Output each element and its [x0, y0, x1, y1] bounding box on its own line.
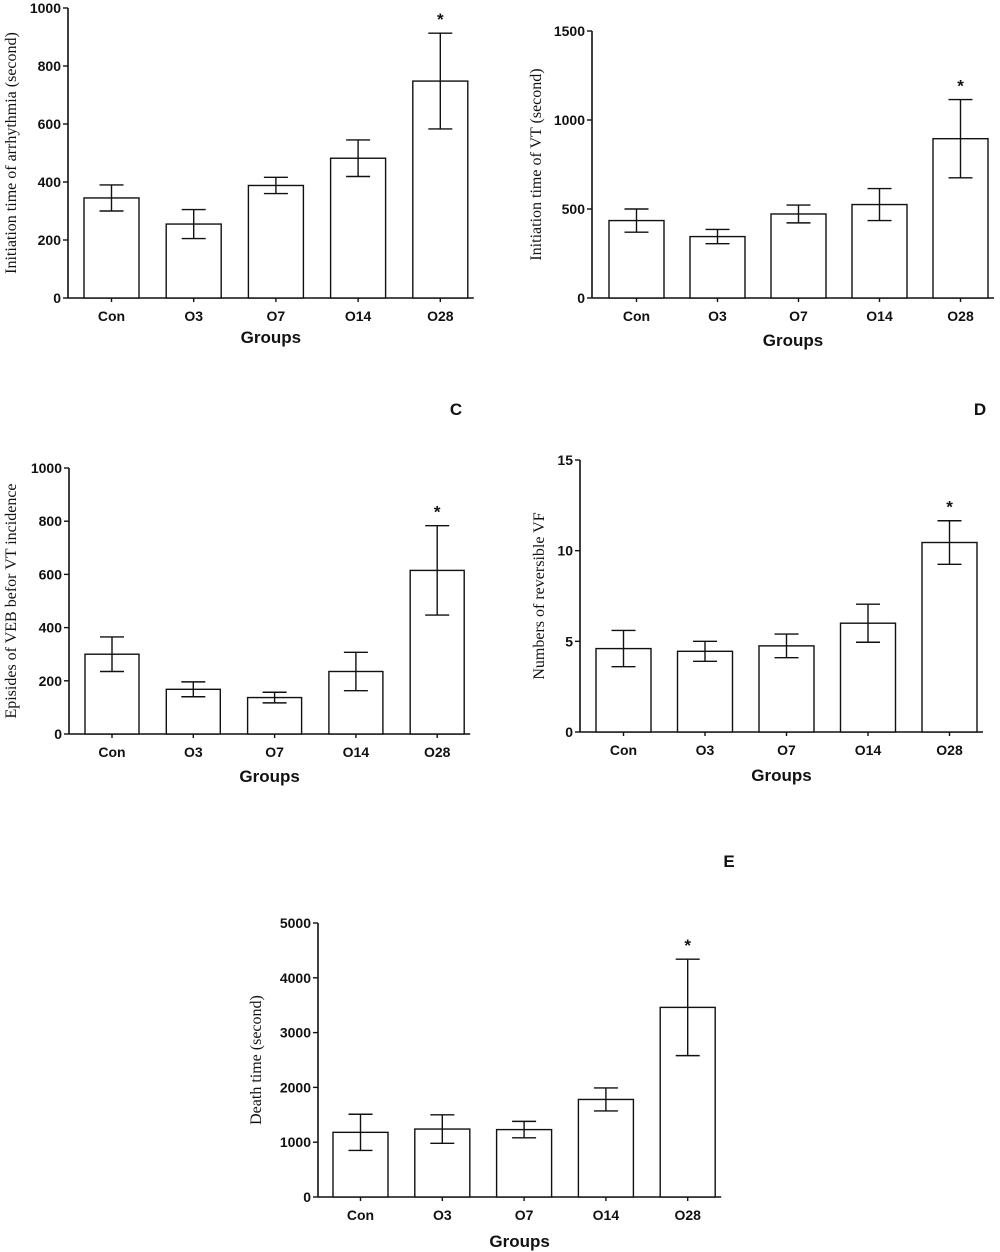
x-tick-label: O3 [696, 742, 715, 758]
x-tick-label: O14 [345, 308, 372, 324]
y-tick-label: 0 [577, 290, 585, 306]
x-tick-label: O14 [343, 744, 370, 760]
y-tick-label: 1500 [554, 23, 585, 39]
panel-letter: E [723, 852, 734, 871]
significance-mark: * [957, 77, 964, 96]
x-tick-label: O3 [184, 744, 203, 760]
x-axis-label: Groups [763, 331, 823, 350]
y-tick-label: 0 [54, 726, 62, 742]
chart-panel: 0 200 400 600 800 1000 Con O3 O7 O14 O28 * Groups Ini… [3, 0, 474, 347]
y-axis-label: Numbers of reversible VF [531, 512, 548, 679]
y-tick-label: 5 [565, 633, 573, 649]
x-tick-label: O28 [936, 742, 963, 758]
x-tick-label: O7 [777, 742, 796, 758]
bar [83, 197, 140, 299]
x-axis-label: Groups [241, 328, 301, 347]
bar [247, 184, 305, 299]
x-tick-label: O28 [427, 308, 454, 324]
y-tick-label: 1000 [30, 0, 61, 16]
x-tick-label: Con [347, 1207, 374, 1223]
significance-mark: * [434, 503, 441, 522]
bar [770, 213, 827, 299]
x-tick-label: O28 [674, 1207, 701, 1223]
significance-mark: * [437, 10, 444, 29]
x-tick-label: O7 [789, 308, 808, 324]
y-tick-label: 2000 [280, 1079, 311, 1095]
panel-letter: D [974, 400, 986, 419]
y-tick-label: 600 [38, 116, 62, 132]
x-tick-label: O28 [947, 308, 974, 324]
chart-panel: 0 5 10 15 Con O3 O7 O14 O28 * Groups Numbers of rev… [531, 400, 986, 785]
y-axis-label: Episides of VEB befor VT incidence [3, 483, 20, 718]
y-tick-label: 1000 [554, 112, 585, 128]
panel-letter: C [450, 400, 462, 419]
y-tick-label: 5000 [280, 915, 311, 931]
x-tick-label: O14 [866, 308, 893, 324]
y-tick-label: 0 [303, 1189, 311, 1205]
x-tick-label: O28 [424, 744, 451, 760]
x-axis-label: Groups [751, 766, 811, 785]
y-axis-label: Death time (second) [248, 995, 265, 1125]
y-tick-label: 200 [39, 673, 63, 689]
bar [676, 650, 734, 733]
y-axis-label: Initiation time of arrhythmia (second) [3, 32, 20, 274]
x-tick-label: O14 [593, 1207, 620, 1223]
bar [495, 1128, 553, 1198]
bar [689, 235, 746, 299]
y-tick-label: 3000 [280, 1025, 311, 1041]
x-tick-label: Con [610, 742, 637, 758]
x-tick-label: O7 [515, 1207, 534, 1223]
x-tick-label: O7 [267, 308, 286, 324]
bar [329, 157, 387, 299]
x-axis-label: Groups [489, 1232, 549, 1251]
y-tick-label: 1000 [31, 460, 62, 476]
x-tick-label: O3 [708, 308, 727, 324]
y-tick-label: 800 [38, 58, 62, 74]
x-axis-label: Groups [239, 767, 299, 786]
y-tick-label: 400 [38, 174, 62, 190]
y-tick-label: 4000 [280, 970, 311, 986]
chart-panel: 0 200 400 600 800 1000 Con O3 O7 O14 O28 * Groups Epi… [3, 400, 471, 786]
y-tick-label: 1000 [280, 1134, 311, 1150]
y-tick-label: 600 [39, 566, 63, 582]
x-tick-label: O3 [433, 1207, 452, 1223]
x-tick-label: Con [623, 308, 650, 324]
x-tick-label: Con [98, 744, 125, 760]
y-axis-label: Initiation time of VT (second) [528, 68, 545, 260]
x-tick-label: O3 [184, 308, 203, 324]
x-tick-label: Con [98, 308, 125, 324]
y-tick-label: 400 [39, 620, 63, 636]
bar [758, 645, 815, 733]
y-tick-label: 500 [562, 201, 586, 217]
chart-panel: 0 1000 2000 3000 4000 5000 Con O3 O7 O14 O28 * Group… [248, 852, 735, 1251]
y-tick-label: 800 [39, 513, 63, 529]
x-tick-label: O14 [855, 742, 882, 758]
chart-panel: 0 500 1000 1500 Con O3 O7 O14 O28 * Groups Initiati… [528, 23, 994, 350]
y-tick-label: 200 [38, 232, 62, 248]
y-tick-label: 15 [557, 452, 573, 468]
y-tick-label: 0 [53, 290, 61, 306]
bar [921, 541, 978, 733]
significance-mark: * [684, 936, 691, 955]
bar [577, 1098, 635, 1198]
significance-mark: * [946, 498, 953, 517]
x-tick-label: O7 [265, 744, 284, 760]
y-tick-label: 0 [565, 724, 573, 740]
y-tick-label: 10 [557, 543, 573, 559]
